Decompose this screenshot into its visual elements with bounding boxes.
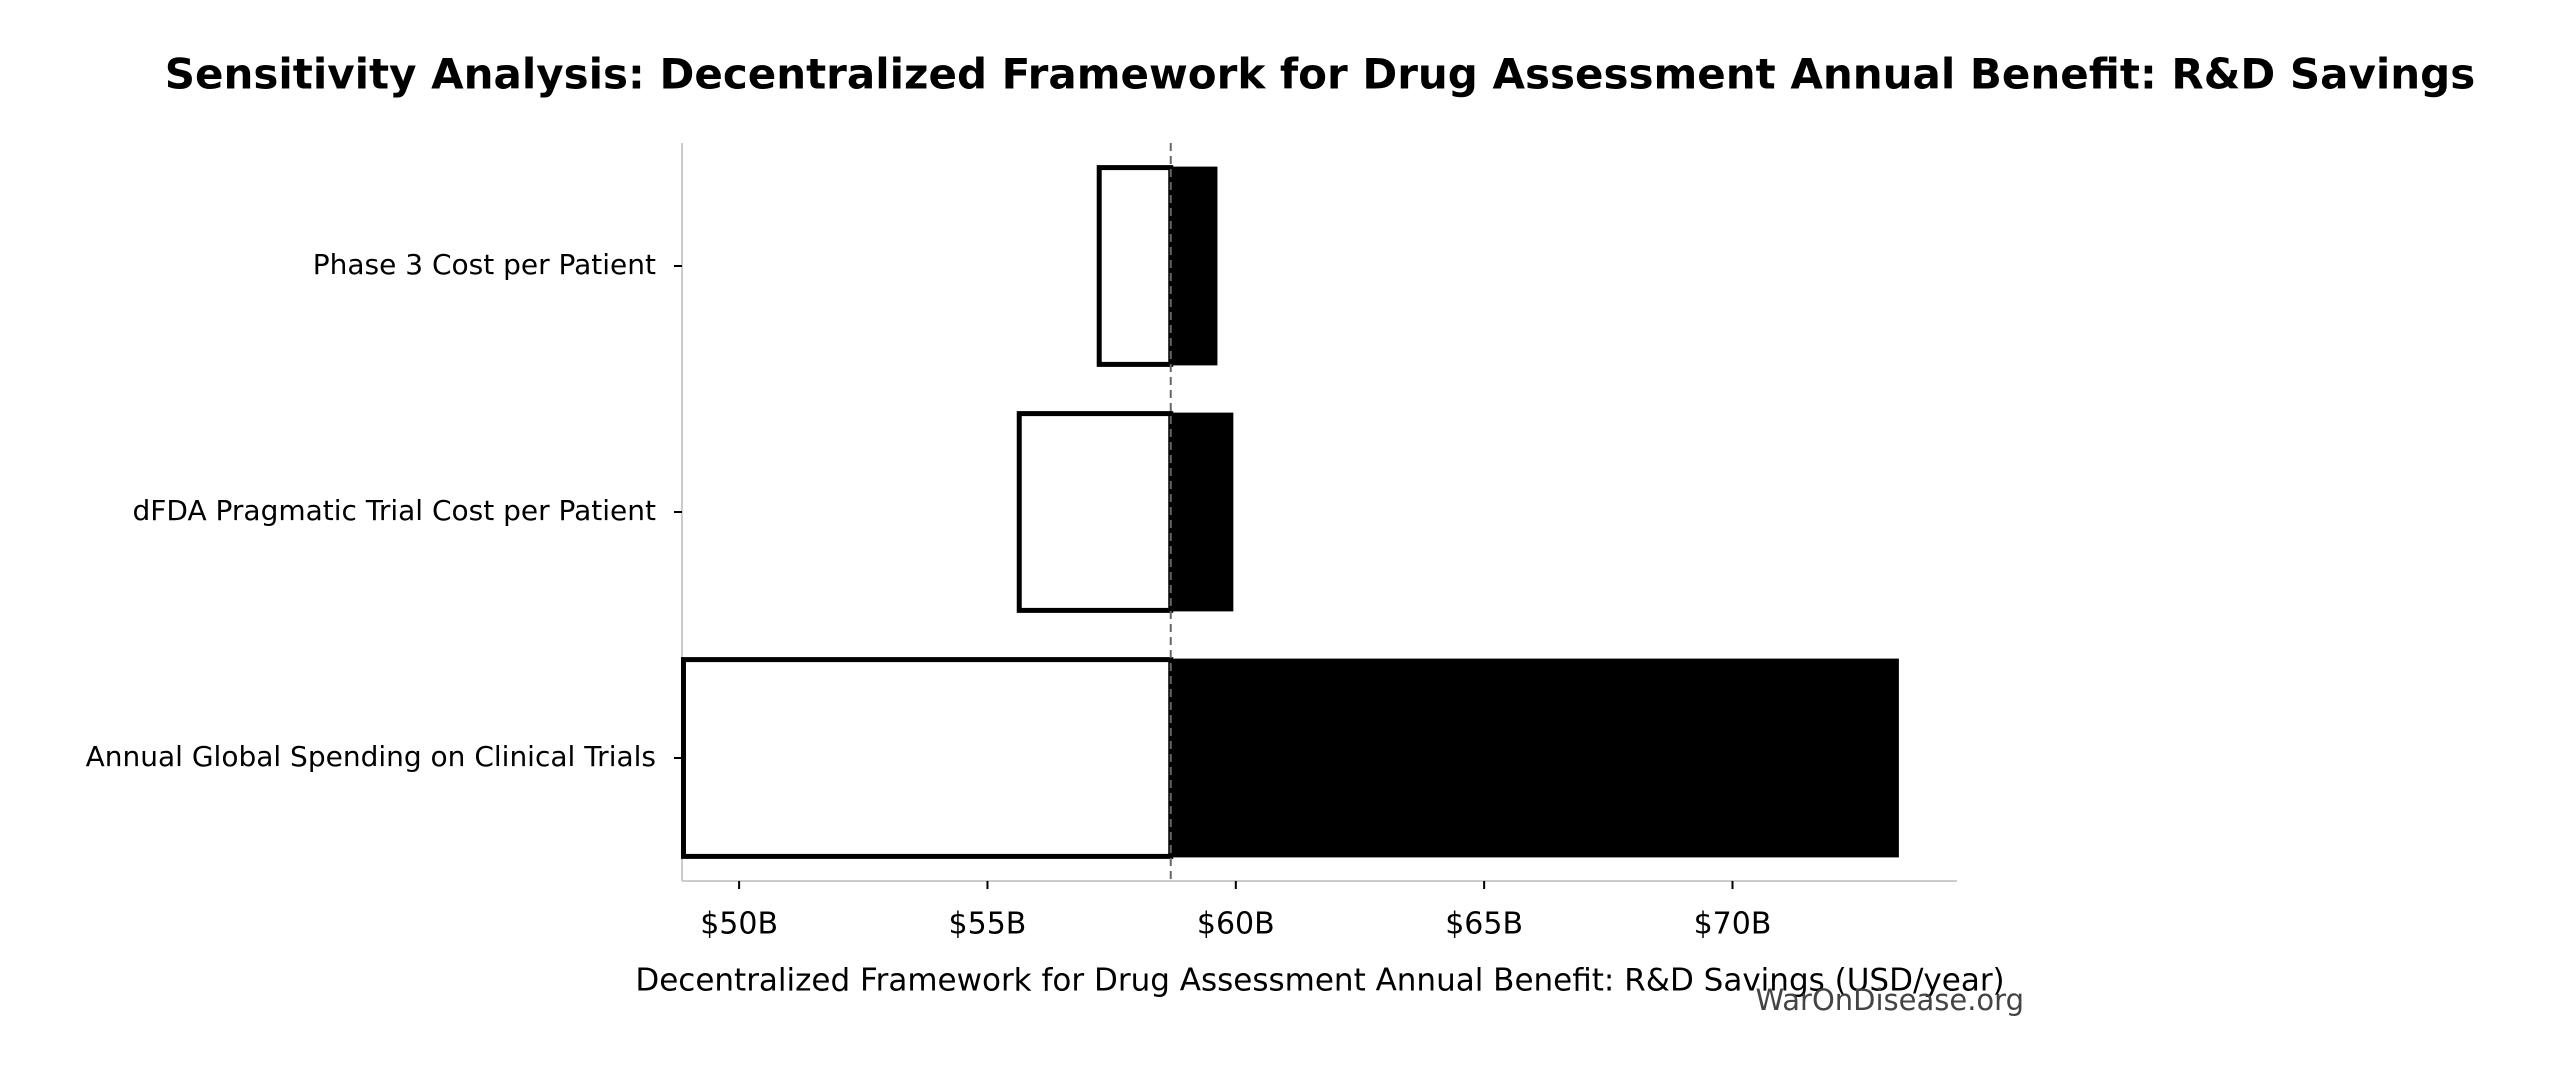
x-tick-label: $65B [1445,907,1523,942]
high-bar [1169,166,1218,366]
high-bar [1169,658,1899,858]
chart-title: Sensitivity Analysis: Decentralized Fram… [165,50,2475,99]
low-bar [1016,411,1174,613]
watermark: WarOnDisease.org [1755,983,2024,1017]
x-tick-label: $60B [1197,907,1275,942]
x-tick-label: $55B [949,907,1027,942]
low-bar [680,657,1174,859]
high-bar [1169,412,1234,612]
x-axis-label: Decentralized Framework for Drug Assessm… [635,963,2004,999]
y-tick-label: Annual Global Spending on Clinical Trial… [86,740,656,773]
low-bar [1096,165,1174,367]
y-tick-label: Phase 3 Cost per Patient [313,248,656,281]
y-tick-label: dFDA Pragmatic Trial Cost per Patient [133,494,657,527]
x-tick-label: $50B [700,907,778,942]
x-tick-label: $70B [1694,907,1772,942]
